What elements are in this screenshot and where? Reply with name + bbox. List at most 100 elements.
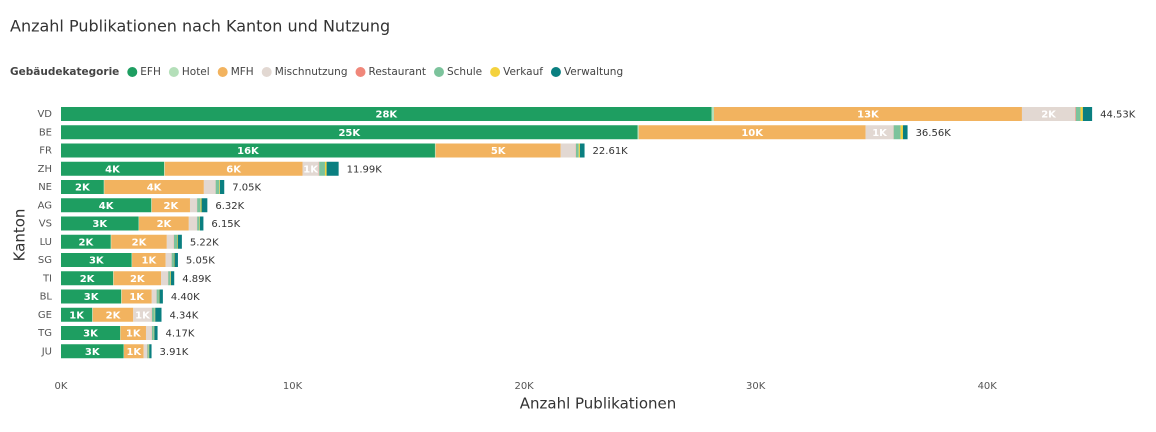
data-label: 2K	[106, 310, 122, 321]
legend-label[interactable]: Mischnutzung	[275, 66, 348, 78]
bar-segment	[145, 326, 152, 340]
legend-marker[interactable]	[127, 67, 138, 77]
bar-segment	[893, 125, 901, 140]
bar-segment	[189, 198, 197, 213]
bar-segment	[215, 180, 220, 194]
data-label: 2K	[157, 219, 173, 230]
legend-label[interactable]: Verwaltung	[564, 66, 623, 78]
total-label: 3.91K	[160, 347, 189, 358]
legend-marker[interactable]	[550, 67, 561, 77]
bar-segment	[159, 289, 163, 304]
y-tick-label: NE	[38, 182, 52, 193]
data-label: 1K	[126, 329, 142, 340]
bar-segment	[152, 307, 155, 322]
bar-segment	[121, 289, 152, 304]
bar-segment	[154, 326, 158, 340]
data-label: 1K	[135, 310, 151, 321]
bar-segment	[219, 180, 220, 194]
bar-segment	[113, 271, 162, 286]
bar-segment	[203, 180, 216, 194]
bar-segment	[61, 326, 121, 340]
bar-segment	[171, 253, 174, 267]
bar-segment	[132, 253, 166, 267]
legend-label[interactable]: Schule	[447, 66, 482, 78]
data-label: 25K	[338, 128, 361, 139]
bar-segment	[149, 344, 152, 359]
bar-segment	[152, 326, 154, 340]
total-label: 4.40K	[171, 292, 200, 303]
bar-segment	[188, 216, 197, 231]
total-label: 4.89K	[182, 274, 211, 285]
legend-marker[interactable]	[433, 67, 444, 77]
data-label: 1K	[69, 310, 85, 321]
total-label: 6.15K	[211, 219, 240, 230]
y-tick-label: AG	[38, 200, 52, 211]
data-label: 2K	[75, 183, 91, 194]
bar-segment	[133, 307, 152, 322]
bar-segment	[197, 216, 200, 231]
bar-segment	[201, 198, 208, 213]
x-axis-title: Anzahl Publikationen	[520, 395, 677, 413]
bar-segment	[104, 180, 204, 194]
bar-segment	[120, 326, 146, 340]
data-label: 4K	[105, 164, 121, 175]
bar-segment	[434, 143, 436, 158]
y-tick-label: SG	[38, 255, 52, 266]
total-label: 5.22K	[190, 237, 219, 248]
data-label: 3K	[83, 329, 99, 340]
legend-label[interactable]: MFH	[231, 66, 254, 78]
total-label: 7.05K	[232, 183, 261, 194]
total-label: 11.99K	[347, 164, 383, 175]
data-label: 2K	[132, 237, 148, 248]
y-tick-label: BE	[39, 127, 52, 138]
y-tick-label: LU	[40, 237, 52, 248]
bar-segment	[61, 161, 165, 176]
legend-marker[interactable]	[168, 67, 179, 77]
legend-marker[interactable]	[217, 67, 228, 77]
legend-title: Gebäudekategorie	[10, 66, 119, 78]
legend-marker[interactable]	[490, 67, 501, 77]
data-label: 3K	[84, 292, 100, 303]
legend-label[interactable]: Verkauf	[503, 66, 543, 78]
bar-segment	[1080, 107, 1083, 121]
data-label: 28K	[375, 110, 398, 121]
total-label: 4.34K	[169, 310, 198, 321]
bar-segment	[92, 307, 134, 322]
legend-label[interactable]: EFH	[140, 66, 161, 78]
bar-segment	[61, 271, 114, 286]
y-tick-label: TI	[42, 273, 52, 284]
data-label: 1K	[126, 347, 142, 358]
legend-marker[interactable]	[355, 67, 366, 77]
bar-segment	[165, 253, 172, 267]
bar-segment	[164, 161, 303, 176]
x-tick-label: 0K	[55, 381, 68, 392]
data-label: 1K	[303, 164, 319, 175]
bar-segment	[61, 253, 132, 267]
bar-segment	[173, 234, 178, 249]
bar-segment	[1021, 107, 1076, 121]
data-label: 5K	[491, 146, 507, 157]
bar-segment	[61, 198, 152, 213]
legend-marker[interactable]	[261, 67, 272, 77]
data-label: 4K	[99, 201, 115, 212]
y-tick-label: VS	[39, 219, 52, 230]
bar-segment	[61, 289, 122, 304]
x-tick-label: 20K	[514, 381, 534, 392]
data-label: 2K	[130, 274, 146, 285]
data-label: 4K	[147, 183, 163, 194]
legend-label[interactable]: Hotel	[182, 66, 210, 78]
x-tick-label: 30K	[746, 381, 766, 392]
data-label: 1K	[129, 292, 145, 303]
bar-segment	[168, 271, 171, 286]
bar-segment	[151, 198, 190, 213]
bar-segment	[1075, 107, 1076, 121]
legend-label[interactable]: Restaurant	[369, 66, 426, 78]
bar-segment	[560, 143, 576, 158]
bar-segment	[326, 161, 339, 176]
bar-segment	[61, 344, 124, 359]
total-label: 36.56K	[916, 128, 952, 139]
bar-segment	[155, 307, 162, 322]
data-label: 3K	[85, 347, 101, 358]
data-label: 2K	[164, 201, 180, 212]
